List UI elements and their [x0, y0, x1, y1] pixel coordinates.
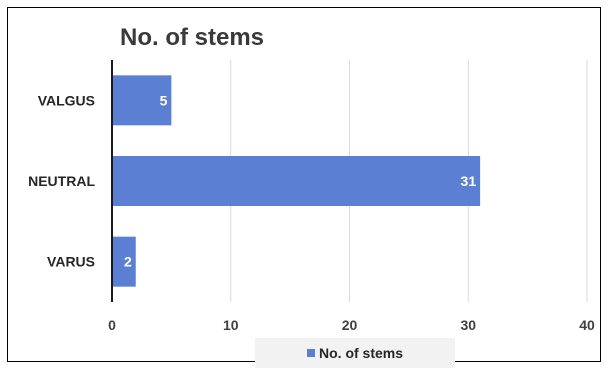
bars	[112, 75, 481, 287]
data-label: 5	[160, 92, 168, 108]
data-label: 31	[461, 173, 477, 189]
legend-label: No. of stems	[319, 345, 403, 361]
x-tick-label: 40	[579, 317, 595, 333]
x-tick-label: 30	[460, 317, 476, 333]
bar-valgus	[112, 75, 172, 126]
bar-varus	[112, 236, 136, 287]
category-label: VALGUS	[38, 92, 95, 108]
x-tick-label: 0	[108, 317, 116, 333]
y-axis-categories: VALGUS NEUTRAL VARUS	[28, 92, 95, 269]
data-labels: 5 31 2	[124, 92, 476, 269]
chart-title: No. of stems	[120, 24, 264, 51]
legend: No. of stems	[255, 338, 455, 368]
x-axis-ticks: 0 10 20 30 40	[108, 317, 595, 333]
category-label: VARUS	[47, 254, 95, 270]
legend-swatch	[307, 349, 315, 357]
category-label: NEUTRAL	[28, 173, 95, 189]
data-label: 2	[124, 254, 132, 270]
x-tick-label: 10	[223, 317, 239, 333]
legend-box	[255, 338, 455, 368]
bar-neutral	[112, 155, 481, 207]
x-tick-label: 20	[342, 317, 358, 333]
